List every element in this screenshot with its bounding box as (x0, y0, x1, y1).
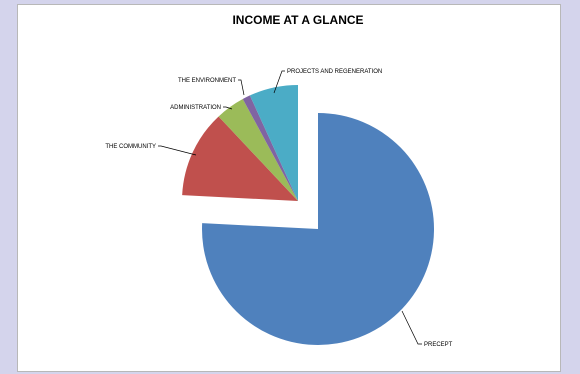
administration-leader (223, 106, 233, 110)
pie-slice-administration (218, 99, 298, 201)
the-community-label: THE COMMUNITY (105, 144, 156, 150)
precept-leader (401, 310, 422, 345)
pie-chart: INCOME AT A GLANCE PRECEPT THE COMMUNITY… (105, 13, 453, 348)
administration-label: ADMINISTRATION (170, 105, 221, 111)
projects-and-regeneration-label: PROJECTS AND REGENERATION (287, 69, 382, 75)
the-environment-label: THE ENVIRONMENT (178, 78, 236, 84)
precept-label: PRECEPT (424, 342, 453, 348)
chart-title: INCOME AT A GLANCE (232, 13, 363, 27)
pie-slice-precept (202, 113, 435, 345)
pie-slice-the-environment (242, 95, 298, 201)
the-environment-leader (238, 79, 245, 96)
pie-slice-the-community (182, 116, 298, 201)
projects-and-regeneration-leader (273, 70, 285, 94)
the-community-leader (158, 145, 197, 156)
pie-slice-projects-and-regeneration (249, 85, 298, 201)
chart-frame: INCOME AT A GLANCE PRECEPT THE COMMUNITY… (17, 4, 561, 372)
